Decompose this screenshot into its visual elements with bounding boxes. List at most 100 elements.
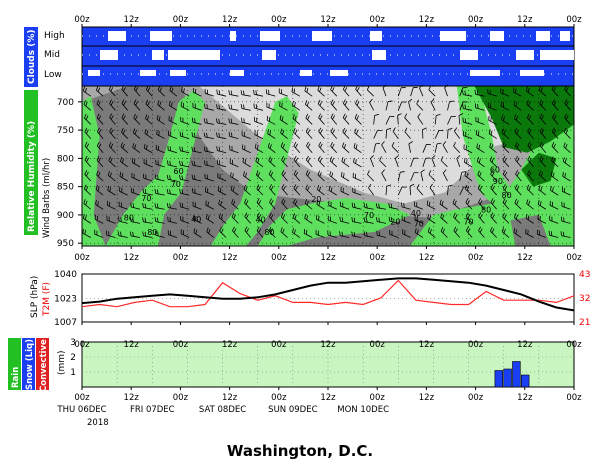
wind-barb	[394, 155, 399, 167]
clouds-side-label: Clouds (%)	[27, 30, 37, 84]
wind-barb	[354, 128, 362, 139]
wind-barb	[527, 141, 534, 153]
wind-barb	[330, 141, 338, 153]
rh-contour-label: 40	[256, 215, 266, 224]
wind-barb	[375, 203, 387, 210]
rh-region-green	[210, 96, 299, 246]
rh-side-label: Relative Humidity (%)	[27, 121, 37, 232]
wind-barb	[537, 214, 547, 224]
wind-barb	[154, 217, 165, 224]
rh-contour-label: 70	[171, 180, 181, 189]
wind-barb	[121, 113, 128, 125]
wind-barb	[269, 198, 276, 210]
wind-barb	[454, 127, 461, 139]
cloud-clear-patch	[230, 31, 236, 41]
rh-contour-label: 80	[147, 228, 157, 237]
panel-time-axes: 00z 12z 00z 12z 00z 12z 00z 12z 00z 12z 00z 00z 12z 0…	[74, 246, 582, 350]
wind-barb	[342, 99, 350, 111]
t2m-axis-label: T2M (F)	[42, 282, 52, 317]
wind-barb	[373, 113, 380, 125]
wind-barb	[525, 228, 534, 238]
wind-barb	[241, 131, 251, 139]
wind-barb	[525, 86, 534, 97]
wind-barb	[327, 230, 337, 238]
wind-barb	[118, 201, 128, 210]
wind-barb	[193, 214, 202, 224]
wind-barb	[83, 100, 92, 111]
cloud-clear-patch	[88, 70, 100, 76]
wind-barb	[305, 113, 313, 125]
wind-barb	[179, 202, 190, 210]
wind-barb	[474, 103, 485, 111]
wind-barb	[317, 85, 325, 97]
top-axis-label: 00z	[271, 15, 287, 25]
panel-axis-label: 12z	[320, 253, 336, 263]
wind-barb	[487, 102, 497, 111]
wind-barb	[206, 227, 215, 238]
t2m-series-line	[81, 279, 575, 308]
panel-axis-label: 12z	[222, 253, 238, 263]
wind-barb	[166, 202, 177, 210]
wind-barb	[179, 146, 190, 154]
wind-barb	[120, 142, 128, 154]
wind-barb	[266, 102, 276, 111]
wind-barb	[291, 87, 301, 97]
wind-barb	[538, 185, 547, 196]
wind-barb	[180, 229, 190, 238]
top-axis-label: 00z	[468, 15, 484, 25]
wind-barb	[428, 170, 436, 182]
wind-barb	[385, 184, 392, 196]
wind-barb	[131, 172, 141, 182]
wind-barb	[109, 127, 116, 139]
cloud-clear-patch	[100, 50, 118, 60]
wind-barb	[132, 143, 141, 154]
wind-barb	[144, 128, 153, 139]
wind-barb	[280, 128, 288, 139]
wind-barb	[391, 141, 399, 153]
wind-barb	[181, 86, 190, 97]
wind-barb	[253, 103, 264, 111]
wind-barb	[279, 115, 288, 125]
wind-barb	[228, 104, 239, 111]
wind-barb	[414, 214, 424, 224]
wind-barb	[456, 155, 461, 167]
wind-barb	[117, 231, 128, 238]
top-axis-label: 12z	[320, 15, 336, 25]
wind-barb	[431, 155, 436, 167]
slp-ticks: 1007 1023 1040 21 32 43	[54, 270, 590, 328]
wind-barb	[84, 127, 92, 139]
wind-barb	[242, 144, 251, 154]
wind-barb	[217, 186, 227, 196]
wind-barb	[268, 170, 276, 182]
wind-barb	[281, 156, 288, 168]
rh-region-green-dark	[521, 152, 557, 187]
wind-barb	[105, 230, 116, 238]
wind-barb	[256, 198, 264, 210]
wind-barb	[133, 113, 141, 125]
wind-barb	[191, 132, 202, 139]
wind-barb	[404, 113, 411, 125]
wind-barb	[512, 87, 522, 97]
wind-barb	[231, 212, 239, 224]
wind-barb	[388, 216, 399, 224]
cloud-clear-patch	[460, 50, 478, 60]
wind-barb	[434, 130, 444, 139]
wind-barb	[397, 87, 406, 97]
cloud-clear-patch	[330, 70, 348, 76]
wind-barb	[84, 113, 92, 125]
wind-barb	[142, 188, 153, 196]
wind-barb	[550, 171, 559, 182]
wind-barb	[229, 145, 239, 154]
wind-barb	[564, 99, 571, 111]
rh-contour-label: 20	[390, 218, 400, 227]
bottom-axis-label: 00z	[74, 393, 90, 403]
wind-barb	[397, 113, 402, 125]
wind-barb	[368, 183, 375, 196]
day-labels: THU 06DEC FRI 07DEC SAT 08DEC SUN 09DEC MON …	[56, 405, 389, 415]
wind-barb	[228, 90, 239, 97]
wind-barb	[216, 159, 227, 168]
slp-series-line	[81, 277, 575, 312]
wind-barb	[156, 114, 165, 125]
wind-barb	[515, 155, 522, 168]
wind-barb	[191, 146, 202, 154]
